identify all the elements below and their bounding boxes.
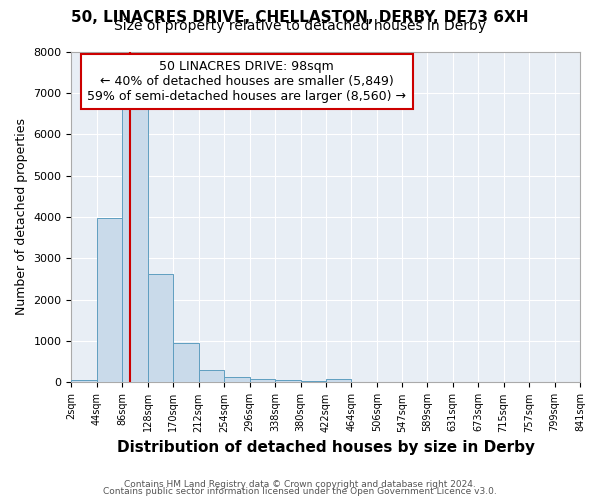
Bar	[122, 110, 148, 382]
Bar	[326, 379, 352, 382]
Bar	[199, 370, 224, 382]
Text: 50, LINACRES DRIVE, CHELLASTON, DERBY, DE73 6XH: 50, LINACRES DRIVE, CHELLASTON, DERBY, D…	[71, 10, 529, 25]
Bar	[173, 342, 199, 382]
Bar	[148, 274, 173, 382]
Bar	[301, 381, 326, 382]
Text: 50 LINACRES DRIVE: 98sqm
← 40% of detached houses are smaller (5,849)
59% of sem: 50 LINACRES DRIVE: 98sqm ← 40% of detach…	[88, 60, 406, 103]
Text: Contains public sector information licensed under the Open Government Licence v3: Contains public sector information licen…	[103, 487, 497, 496]
Bar	[250, 378, 275, 382]
X-axis label: Distribution of detached houses by size in Derby: Distribution of detached houses by size …	[117, 440, 535, 455]
Bar	[275, 380, 301, 382]
Text: Size of property relative to detached houses in Derby: Size of property relative to detached ho…	[114, 19, 486, 33]
Bar	[224, 377, 250, 382]
Bar	[97, 218, 122, 382]
Bar	[71, 380, 97, 382]
Y-axis label: Number of detached properties: Number of detached properties	[15, 118, 28, 316]
Text: Contains HM Land Registry data © Crown copyright and database right 2024.: Contains HM Land Registry data © Crown c…	[124, 480, 476, 489]
